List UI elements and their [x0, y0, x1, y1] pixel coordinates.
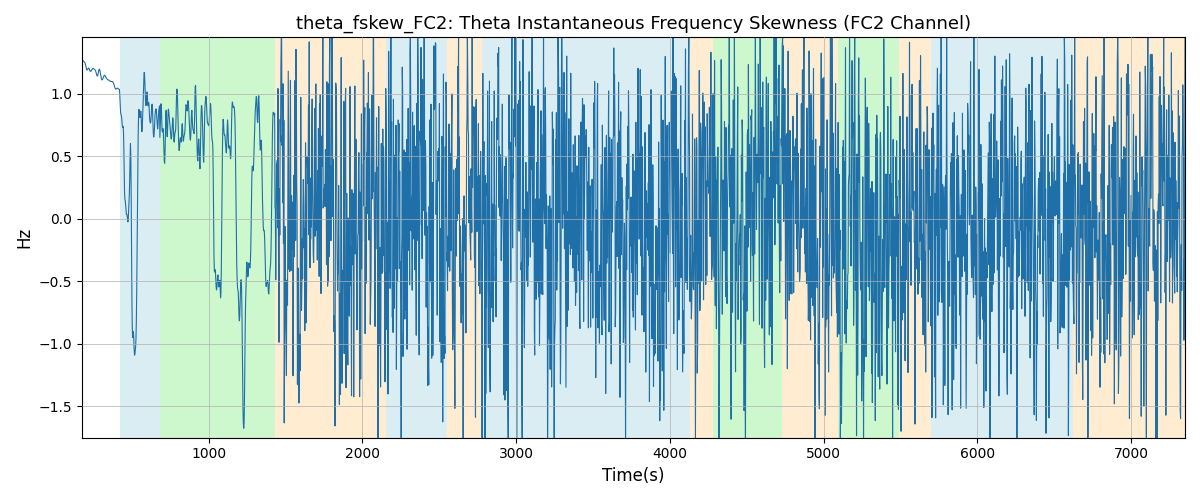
Bar	[931, 38, 1073, 438]
Title: theta_fskew_FC2: Theta Instantaneous Frequency Skewness (FC2 Channel): theta_fskew_FC2: Theta Instantaneous Fre…	[296, 15, 971, 34]
Bar	[160, 38, 275, 438]
Bar	[899, 38, 931, 438]
X-axis label: Time(s): Time(s)	[602, 467, 665, 485]
Y-axis label: Hz: Hz	[14, 227, 32, 248]
Bar	[385, 38, 448, 438]
Bar	[120, 38, 160, 438]
Bar	[275, 38, 385, 438]
Bar	[838, 38, 899, 438]
Bar	[713, 38, 782, 438]
Bar	[448, 38, 482, 438]
Bar	[690, 38, 713, 438]
Bar	[482, 38, 690, 438]
Bar	[782, 38, 838, 438]
Bar	[1073, 38, 1184, 438]
